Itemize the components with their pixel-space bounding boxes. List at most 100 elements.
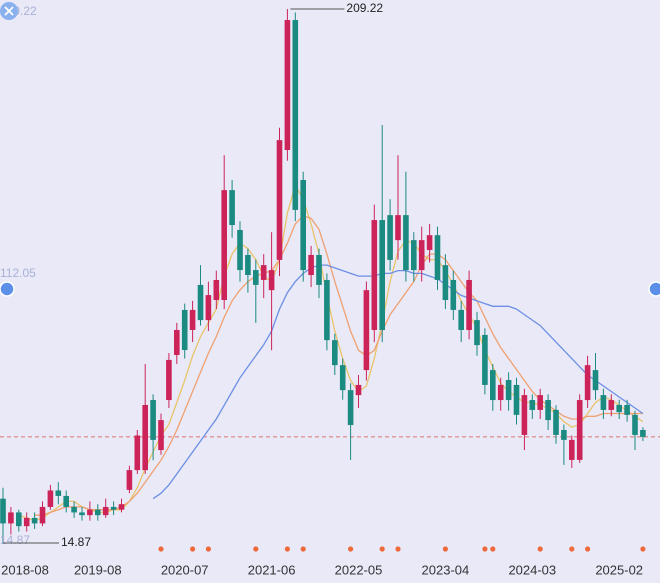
candle-body [624, 404, 630, 415]
candle-body [576, 400, 583, 460]
event-marker [640, 546, 646, 552]
candle-body [482, 334, 488, 385]
candle-body [71, 506, 77, 513]
candle-body [118, 504, 125, 510]
candle-body [268, 270, 275, 291]
candle-body [158, 420, 164, 451]
candle-body [332, 340, 338, 366]
event-marker [190, 546, 196, 552]
candle-body [237, 229, 243, 271]
candle-body [229, 190, 235, 226]
candle-body [458, 309, 464, 330]
candle-body [608, 400, 615, 410]
candle-body [181, 309, 188, 351]
candle-body [55, 490, 62, 496]
candle-body [16, 512, 22, 527]
candle-body [403, 215, 409, 271]
candle-body [79, 512, 85, 516]
candle-body [434, 235, 441, 280]
y-tick-label: 14.87 [0, 533, 30, 547]
ma-line [152, 264, 644, 500]
candle-body [142, 404, 148, 471]
candle-body [87, 509, 93, 516]
candle-body [213, 279, 220, 301]
candle-body [600, 395, 607, 410]
event-marker [537, 546, 543, 552]
x-tick-label: 2022-05 [335, 562, 383, 577]
candle-body [569, 439, 575, 460]
event-marker [158, 546, 164, 552]
candle-body [450, 279, 457, 310]
candle-body [47, 490, 54, 507]
candle-body [221, 190, 227, 301]
candle-body [126, 470, 133, 490]
candle-body [592, 370, 599, 391]
candle-body [324, 279, 330, 341]
candle-body [150, 400, 156, 440]
candle-body [466, 279, 472, 330]
close-button[interactable] [0, 2, 18, 20]
candle-body [166, 359, 172, 401]
x-tick-label: 2020-07 [161, 562, 209, 577]
x-tick-label: 2021-06 [248, 562, 296, 577]
event-marker [348, 546, 354, 552]
event-marker [569, 546, 575, 552]
candle-body [276, 140, 283, 260]
candle-body [513, 384, 520, 415]
x-tick-label: 2024-03 [508, 562, 556, 577]
y-tick-label: 112.05 [0, 266, 36, 280]
x-tick-label: 2018-08 [1, 562, 49, 577]
candle-body [8, 512, 14, 524]
candle-body [205, 295, 212, 321]
candle-body [308, 254, 314, 276]
candle-body [316, 254, 322, 285]
candle-body [245, 254, 251, 276]
candle-layer [0, 9, 646, 543]
candle-body [339, 365, 346, 391]
candle-body [632, 414, 638, 435]
candle-body [253, 270, 259, 285]
candle-body [197, 284, 204, 321]
event-marker [379, 546, 385, 552]
candle-body [347, 390, 354, 426]
candle-body [490, 370, 496, 401]
low-label: 14.87 [61, 535, 91, 549]
candle-body [529, 400, 536, 410]
event-marker [395, 546, 401, 552]
candle-body [363, 290, 370, 371]
candle-body [474, 320, 480, 346]
candle-body [640, 429, 646, 437]
candle-body [371, 220, 378, 330]
candle-body [23, 517, 30, 527]
left-handle[interactable] [0, 281, 15, 297]
candle-body [616, 404, 622, 413]
candle-body [134, 435, 141, 471]
candle-body [395, 215, 401, 241]
candle-body [553, 409, 559, 435]
label-layer: 14.87 112.05 209.22 2018-08 2019-08 2020-07 20… [0, 1, 646, 577]
candle-body [355, 384, 362, 396]
candle-body [174, 329, 180, 355]
candle-body [110, 506, 117, 510]
candle-body [561, 429, 567, 440]
candle-body [505, 379, 512, 401]
candle-body [584, 365, 591, 401]
candle-body [63, 495, 69, 507]
candle-body [189, 309, 196, 330]
candle-body [418, 240, 425, 271]
candle-body [537, 395, 543, 410]
candle-body [497, 384, 504, 401]
right-handle[interactable] [648, 281, 660, 297]
event-marker [482, 546, 488, 552]
candle-body [387, 215, 393, 260]
candle-body [379, 220, 385, 330]
event-marker [284, 546, 290, 552]
event-marker [253, 546, 259, 552]
candle-body [545, 400, 551, 421]
candle-body [31, 517, 38, 524]
candle-body [300, 179, 306, 271]
candle-body [426, 235, 433, 251]
x-tick-label: 2023-04 [422, 562, 470, 577]
high-label: 209.22 [346, 1, 383, 15]
